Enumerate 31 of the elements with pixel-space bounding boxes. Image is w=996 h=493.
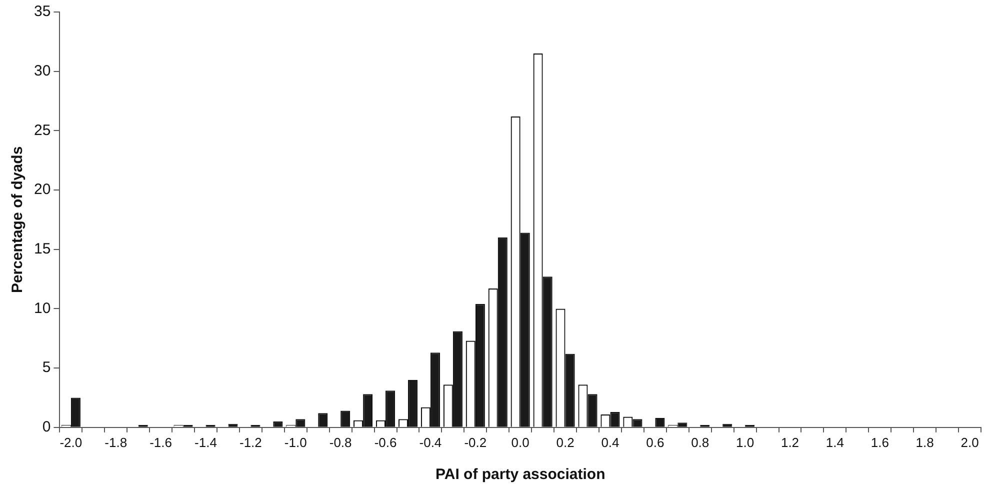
- x-tick-label: -2.0: [60, 434, 82, 450]
- x-tick-label: 1.4: [826, 434, 844, 450]
- y-tick-label: 10: [34, 300, 51, 317]
- y-tick-label: 5: [42, 359, 51, 376]
- x-tick-label: 0.6: [646, 434, 664, 450]
- y-tick-label: 20: [34, 181, 51, 198]
- x-tick-label: -1.8: [104, 434, 128, 450]
- x-tick-label: 0.8: [691, 434, 710, 450]
- x-tick-label: 1.2: [780, 434, 800, 450]
- y-tick-label: 15: [34, 240, 51, 258]
- x-tick-label: 1.8: [916, 434, 934, 450]
- x-axis-title: PAI of party association: [435, 466, 606, 484]
- x-tick-label: 0.2: [556, 434, 574, 450]
- x-tick-label: -0.2: [464, 434, 487, 450]
- x-tick-label: 1.6: [870, 434, 889, 450]
- y-tick-label: 25: [34, 122, 51, 139]
- x-tick-label: -1.4: [194, 434, 217, 450]
- x-tick-label: -1.0: [284, 434, 307, 450]
- y-tick-label: 35: [34, 3, 51, 20]
- x-tick-label: 2.0: [960, 434, 979, 450]
- x-tick-label: -0.4: [419, 434, 442, 450]
- y-tick-label: 0: [42, 418, 51, 436]
- y-axis-title: Percentage of dyads: [9, 146, 26, 294]
- x-tick-label: -0.6: [374, 434, 397, 450]
- x-tick-label: 0.4: [601, 434, 620, 450]
- x-tick-label: 1.0: [736, 434, 754, 450]
- x-tick-label: -0.8: [329, 434, 352, 450]
- y-tick-label: 30: [34, 62, 51, 80]
- x-tick-label: -1.2: [239, 434, 262, 450]
- x-tick-label: -1.6: [150, 434, 172, 450]
- x-tick-label: 0.0: [511, 434, 530, 450]
